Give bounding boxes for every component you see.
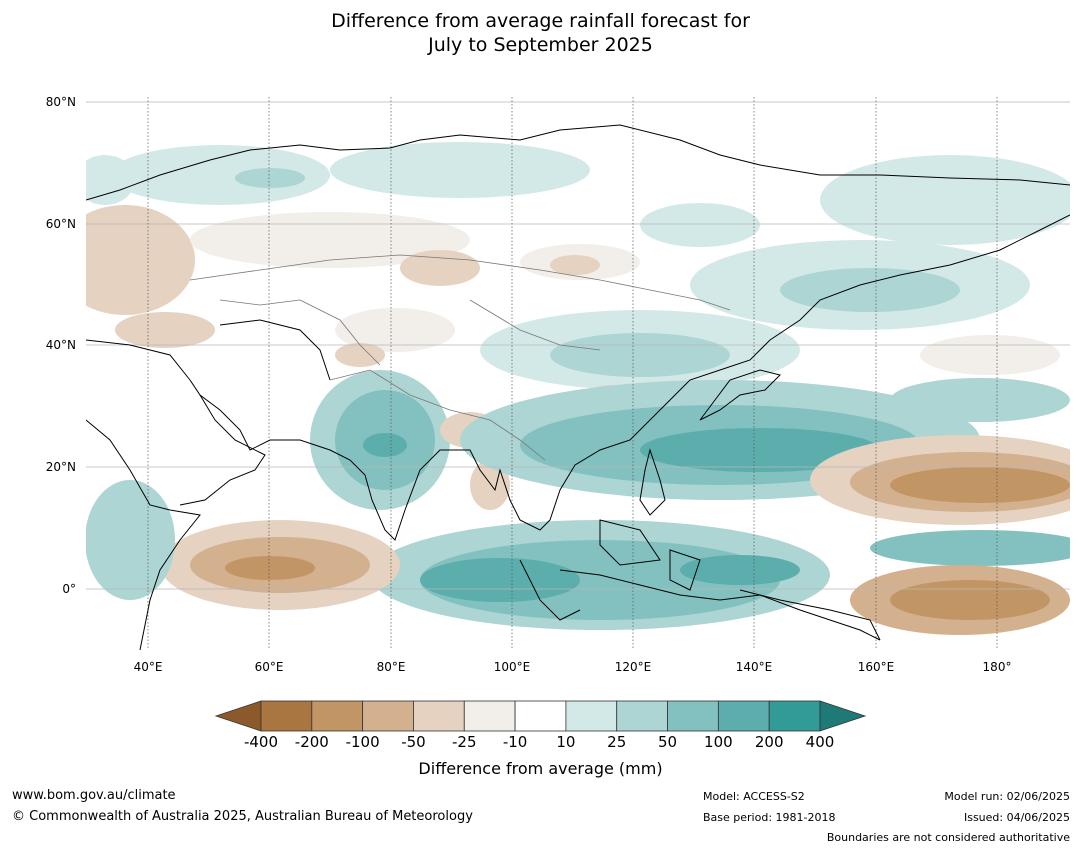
longitude-gridlines	[147, 97, 998, 650]
anomaly-patch	[640, 428, 880, 472]
model-run-text: Model run: 02/06/2025	[944, 790, 1070, 803]
colorbar-segment	[413, 700, 465, 732]
lon-label-180: 180°	[982, 660, 1012, 674]
anomaly-patch	[330, 142, 590, 198]
lon-label-40e: 40°E	[133, 660, 163, 674]
colorbar-tick-label: 50	[657, 733, 678, 751]
lon-label-140e: 140°E	[735, 660, 773, 674]
anomaly-patch	[640, 203, 760, 247]
colorbar-segment	[463, 700, 516, 732]
anomaly-patch	[110, 145, 330, 205]
copyright-text: © Commonwealth of Australia 2025, Austra…	[12, 809, 473, 824]
colorbar-segment	[362, 700, 414, 732]
colorbar-tick-label: 100	[704, 733, 733, 751]
colorbar-tick-label: 200	[754, 733, 784, 751]
colorbar-tick-label: -25	[452, 733, 477, 751]
colorbar-tick-label: -50	[401, 733, 426, 751]
anomaly-patch	[400, 250, 480, 286]
colorbar-title: Difference from average (mm)	[418, 759, 663, 778]
lat-label-20n: 20°N	[45, 460, 76, 474]
boundaries-text: Boundaries are not considered authoritat…	[826, 831, 1070, 844]
map-title: Difference from average rainfall forecas…	[0, 9, 1081, 57]
colorbar-segment	[260, 700, 313, 732]
colorbar-segment	[311, 700, 364, 732]
colorbar-tick-label: -200	[294, 733, 329, 751]
anomaly-patch	[470, 460, 510, 510]
lon-label-100e: 100°E	[493, 660, 531, 674]
latitude-gridlines	[86, 101, 1070, 590]
anomaly-patch	[550, 255, 600, 275]
anomaly-patch	[890, 467, 1070, 503]
anomaly-patch	[363, 433, 407, 457]
anomaly-patch	[550, 333, 730, 377]
title-line-2: July to September 2025	[428, 34, 653, 56]
anomaly-patch	[225, 556, 315, 580]
anomaly-patch	[820, 155, 1070, 245]
anomaly-patch	[115, 312, 215, 348]
colorbar-tick-label: -100	[345, 733, 380, 751]
anomaly-patch	[680, 555, 800, 585]
colorbar-segment	[565, 700, 618, 732]
anomaly-patch	[86, 480, 175, 600]
lat-label-80n: 80°N	[45, 95, 76, 109]
country-borders	[189, 254, 731, 461]
colorbar-arrow-low	[214, 700, 262, 732]
anomaly-patch	[335, 343, 385, 367]
colorbar-arrow-high	[819, 700, 867, 732]
anomaly-patch	[890, 378, 1070, 422]
website-text: www.bom.gov.au/climate	[12, 788, 176, 803]
anomaly-patch	[190, 212, 470, 268]
anomaly-patch	[335, 308, 455, 352]
colorbar-tick-label: 400	[805, 733, 835, 751]
anomaly-patch	[890, 580, 1050, 620]
anomaly-patch	[920, 335, 1060, 375]
lon-label-80e: 80°E	[376, 660, 406, 674]
colorbar-tick-label: -10	[502, 733, 528, 751]
base-period-text: Base period: 1981-2018	[703, 811, 836, 824]
lat-label-0: 0°	[62, 582, 76, 596]
lat-label-60n: 60°N	[45, 217, 76, 231]
lon-label-60e: 60°E	[254, 660, 284, 674]
anomaly-patch	[870, 530, 1070, 566]
colorbar-segment	[514, 700, 567, 732]
anomaly-patch	[86, 155, 135, 205]
issued-text: Issued: 04/06/2025	[963, 811, 1070, 824]
colorbar-tick-label: 25	[607, 733, 627, 751]
anomaly-patch	[86, 205, 195, 315]
lon-label-160e: 160°E	[857, 660, 895, 674]
anomaly-fields	[86, 142, 1070, 635]
colorbar	[214, 700, 867, 732]
anomaly-patch	[235, 168, 305, 188]
colorbar-segment	[768, 700, 821, 732]
colorbar-segment	[616, 700, 668, 732]
colorbar-tick-label: -400	[243, 733, 279, 751]
coastlines	[86, 124, 1070, 650]
title-line-1: Difference from average rainfall forecas…	[331, 10, 750, 32]
colorbar-segment	[717, 700, 770, 732]
anomaly-patch	[780, 268, 960, 312]
anomaly-patch	[420, 558, 580, 602]
model-text: Model: ACCESS-S2	[703, 790, 805, 803]
lat-label-40n: 40°N	[45, 338, 76, 352]
lon-label-120e: 120°E	[614, 660, 652, 674]
colorbar-tick-label: 10	[556, 733, 576, 751]
colorbar-segment	[667, 700, 719, 732]
